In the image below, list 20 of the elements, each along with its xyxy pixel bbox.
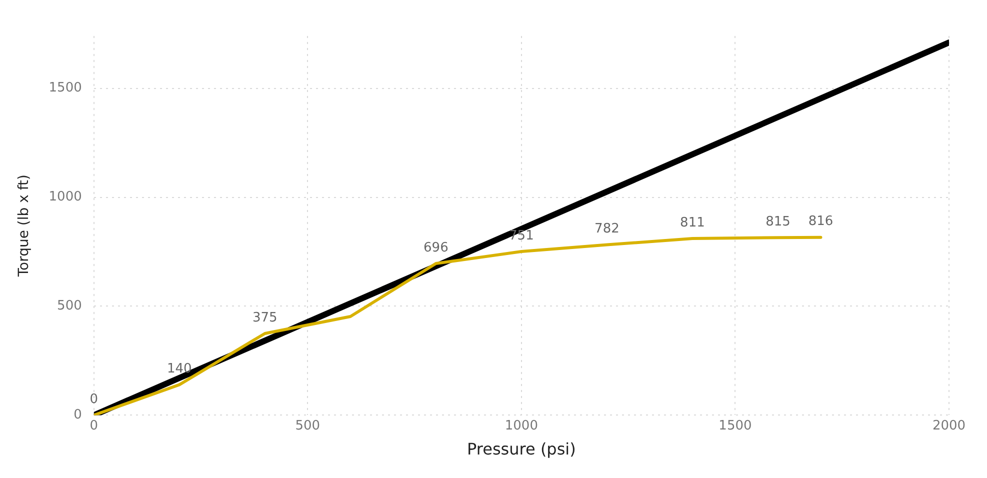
data-label: 696 [424,240,448,256]
y-tick-label: 500 [57,298,82,314]
x-tick-label: 1000 [504,418,538,434]
x-tick-label: 1500 [718,418,752,434]
y-tick-label: 1500 [48,80,82,96]
data-label: 140 [166,362,192,377]
data-label: 782 [594,222,620,237]
x-tick-label: 2000 [932,418,966,434]
data-label: 811 [680,215,705,230]
y-tick-label: 1000 [48,190,82,205]
y-axis-title: Torque (lb x ft) [16,174,32,278]
data-label: 751 [509,228,534,244]
data-label: 816 [808,214,834,230]
data-label: 815 [766,214,790,230]
x-tick-label: 500 [295,418,320,434]
x-tick-label: 0 [90,418,98,434]
y-tick-label: 0 [74,408,82,423]
data-label: 375 [252,310,278,326]
data-label: 0 [90,392,98,408]
x-axis-title: Pressure (psi) [467,440,576,459]
